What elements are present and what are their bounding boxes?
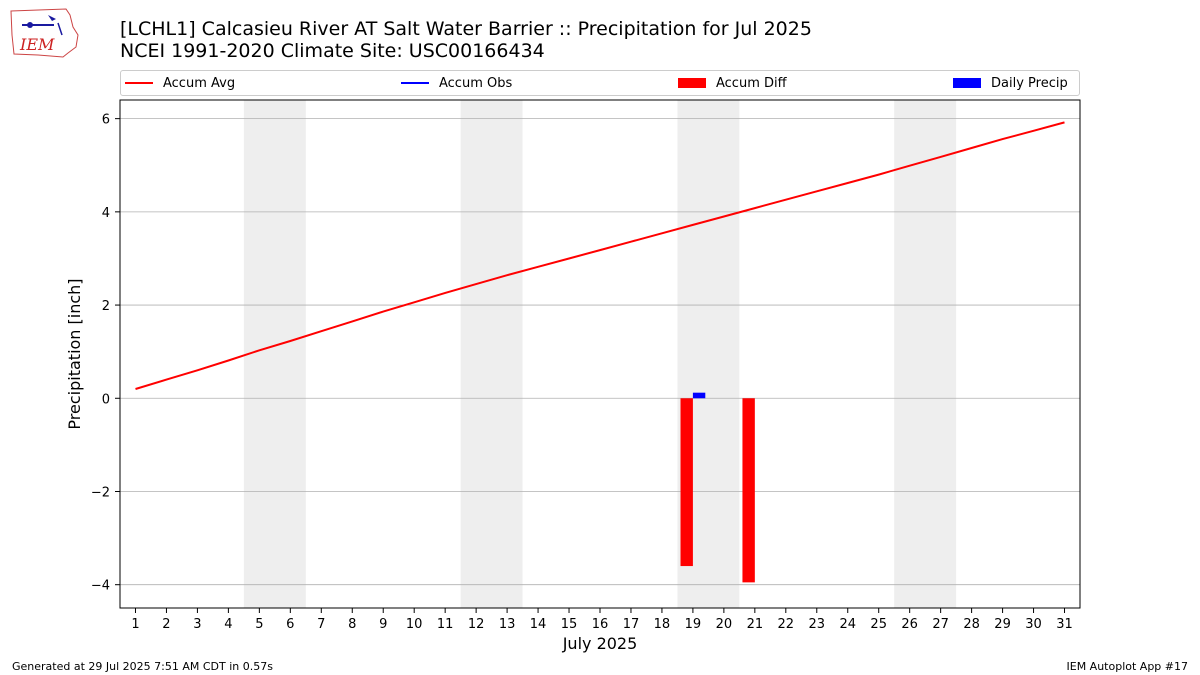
x-tick-label: 13 (499, 617, 516, 632)
weekend-band (460, 100, 523, 608)
legend-item-accum-diff: Accum Diff (678, 71, 787, 95)
accum-diff-bar (742, 398, 755, 583)
x-tick-label: 9 (379, 617, 387, 632)
x-tick-label: 6 (286, 617, 294, 632)
x-tick-label: 18 (654, 617, 671, 632)
app-label: IEM Autoplot App #17 (1066, 660, 1189, 673)
x-axis-label: July 2025 (562, 634, 638, 653)
weekend-band (894, 100, 957, 608)
x-tick-label: 30 (1025, 617, 1042, 632)
x-tick-label: 22 (778, 617, 795, 632)
legend-item-accum-avg: Accum Avg (125, 71, 235, 95)
logo-text: IEM (19, 35, 55, 54)
y-axis-label: Precipitation [inch] (65, 278, 84, 429)
iem-logo: IEM (10, 8, 79, 58)
y-tick-label: −4 (91, 579, 110, 594)
daily-precip-bar (692, 392, 706, 399)
x-tick-label: 25 (870, 617, 887, 632)
legend-swatch-accum-obs (401, 82, 429, 84)
generated-timestamp: Generated at 29 Jul 2025 7:51 AM CDT in … (12, 660, 273, 673)
x-tick-label: 27 (932, 617, 949, 632)
y-tick-label: 0 (102, 392, 110, 407)
x-tick-label: 4 (224, 617, 232, 632)
x-tick-label: 19 (685, 617, 702, 632)
legend-item-daily-precip: Daily Precip (953, 71, 1068, 95)
x-tick-label: 17 (623, 617, 640, 632)
accum-avg-line (135, 121, 1065, 390)
x-tick-label: 23 (809, 617, 826, 632)
legend-label-accum-avg: Accum Avg (163, 75, 236, 91)
x-tick-label: 26 (901, 617, 918, 632)
chart-title: [LCHL1] Calcasieu River AT Salt Water Ba… (120, 18, 812, 40)
x-tick-label: 5 (255, 617, 263, 632)
x-tick-label: 15 (561, 617, 578, 632)
x-tick-label: 2 (162, 617, 170, 632)
x-tick-label: 1 (131, 617, 139, 632)
x-tick-label: 29 (994, 617, 1011, 632)
x-tick-label: 11 (437, 617, 454, 632)
legend-item-accum-obs: Accum Obs (401, 71, 512, 95)
x-tick-label: 28 (963, 617, 980, 632)
y-tick-label: 6 (102, 113, 110, 128)
y-tick-label: 2 (102, 299, 110, 314)
x-tick-label: 8 (348, 617, 356, 632)
y-tick-label: −2 (91, 485, 110, 500)
legend-swatch-daily-precip (953, 78, 981, 88)
x-tick-label: 21 (747, 617, 764, 632)
chart-legend: Accum Avg Accum Obs Accum Diff Daily Pre… (120, 70, 1080, 96)
legend-label-accum-diff: Accum Diff (716, 75, 787, 91)
x-tick-label: 16 (592, 617, 609, 632)
x-tick-label: 10 (406, 617, 423, 632)
legend-swatch-accum-avg (125, 82, 153, 84)
x-tick-label: 24 (839, 617, 856, 632)
x-tick-label: 20 (716, 617, 733, 632)
legend-swatch-accum-diff (678, 78, 706, 88)
x-tick-label: 3 (193, 617, 201, 632)
legend-label-daily-precip: Daily Precip (991, 75, 1068, 91)
weekend-band (243, 100, 306, 608)
x-tick-label: 14 (530, 617, 547, 632)
legend-label-accum-obs: Accum Obs (439, 75, 513, 91)
x-tick-label: 12 (468, 617, 485, 632)
y-tick-label: 4 (102, 206, 110, 221)
accum-diff-bar (680, 398, 693, 567)
x-tick-label: 31 (1056, 617, 1073, 632)
x-tick-label: 7 (317, 617, 325, 632)
chart-subtitle: NCEI 1991-2020 Climate Site: USC00166434 (120, 40, 545, 62)
